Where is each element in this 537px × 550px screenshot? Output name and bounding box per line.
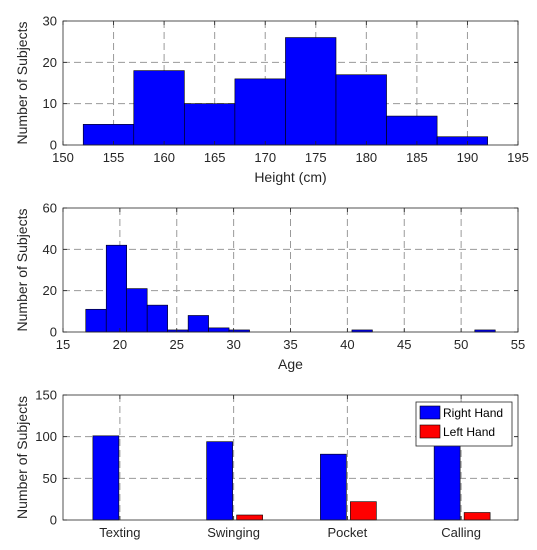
bar-right-hand (92, 435, 120, 521)
bar-right-hand (433, 442, 461, 521)
x-tick-label: 35 (283, 337, 297, 352)
x-axis-label: Height (cm) (254, 169, 326, 185)
histogram-bar (386, 115, 438, 146)
y-tick-label: 20 (43, 55, 57, 70)
histogram-bar (133, 70, 185, 146)
x-tick-label: 155 (103, 150, 125, 165)
legend-swatch (419, 405, 441, 420)
y-tick-label: 40 (43, 242, 57, 257)
y-tick-label: 50 (43, 471, 57, 486)
bar-right-hand (206, 441, 233, 521)
x-tick-label: 190 (457, 150, 479, 165)
x-tick-label: 30 (226, 337, 240, 352)
x-tick-label: 20 (113, 337, 127, 352)
x-tick-label: 195 (507, 150, 529, 165)
chart-panel-1: 0 10 20 30 150 155 160 165 170 175 180 185 190 195 Hei… (14, 14, 529, 186)
bar-left-hand (236, 514, 263, 521)
y-axis-label: Number of Subjects (14, 209, 30, 332)
axes-frame (62, 20, 519, 146)
bar-right-hand (320, 453, 347, 521)
bar-left-hand (463, 512, 491, 521)
x-tick-label: 165 (204, 150, 226, 165)
x-tick-label: 40 (340, 337, 354, 352)
histogram-bar (436, 136, 488, 146)
histogram-bar (234, 78, 286, 146)
x-tick-label: 25 (170, 337, 184, 352)
x-tick-label: 15 (56, 337, 70, 352)
y-axis-label: Number of Subjects (14, 22, 30, 145)
histogram-bar (285, 37, 337, 146)
x-tick-label: 50 (454, 337, 468, 352)
bar-left-hand (350, 501, 377, 521)
legend-label: Left Hand (443, 425, 495, 439)
x-axis-label: Age (278, 356, 303, 372)
y-tick-label: 0 (50, 138, 57, 153)
x-tick-label: 45 (397, 337, 411, 352)
y-tick-label: 100 (35, 429, 57, 444)
y-tick-label: 60 (43, 201, 57, 216)
y-tick-label: 10 (43, 96, 57, 111)
y-tick-label: 0 (50, 325, 57, 340)
x-tick-label: 180 (355, 150, 377, 165)
histogram-bar (146, 304, 168, 333)
histogram-bar (126, 288, 148, 333)
histogram-bar (82, 124, 135, 146)
x-tick-label: 185 (406, 150, 428, 165)
histogram-bar (85, 308, 107, 333)
y-tick-label: 30 (43, 14, 57, 29)
chart-panel-3: 0 50 100 150 Texting Swinging Pocket Calling Num… (14, 388, 519, 540)
x-tick-label: 55 (511, 337, 525, 352)
category-label: Texting (99, 525, 140, 540)
y-axis-label: Number of Subjects (14, 396, 30, 519)
x-tick-label: 170 (254, 150, 276, 165)
histogram-bar (184, 103, 236, 146)
legend: Right Hand Left Hand (415, 401, 513, 447)
histogram-bar (208, 327, 230, 333)
legend-swatch (419, 424, 441, 439)
histogram-bar (105, 244, 127, 333)
axes-frame (62, 394, 519, 521)
x-tick-label: 160 (153, 150, 175, 165)
legend-label: Right Hand (443, 406, 503, 420)
category-label: Calling (441, 525, 481, 540)
y-tick-label: 0 (50, 513, 57, 528)
category-label: Swinging (207, 525, 260, 540)
category-label: Pocket (328, 525, 368, 540)
histogram-bar (187, 315, 209, 333)
y-tick-label: 150 (35, 388, 57, 403)
chart-panel-2: 0 20 40 60 15 20 25 30 35 40 45 50 55 Age Number of Su… (14, 201, 525, 373)
x-tick-label: 150 (52, 150, 74, 165)
x-tick-label: 175 (305, 150, 327, 165)
histogram-bar (335, 74, 387, 146)
y-tick-label: 20 (43, 283, 57, 298)
